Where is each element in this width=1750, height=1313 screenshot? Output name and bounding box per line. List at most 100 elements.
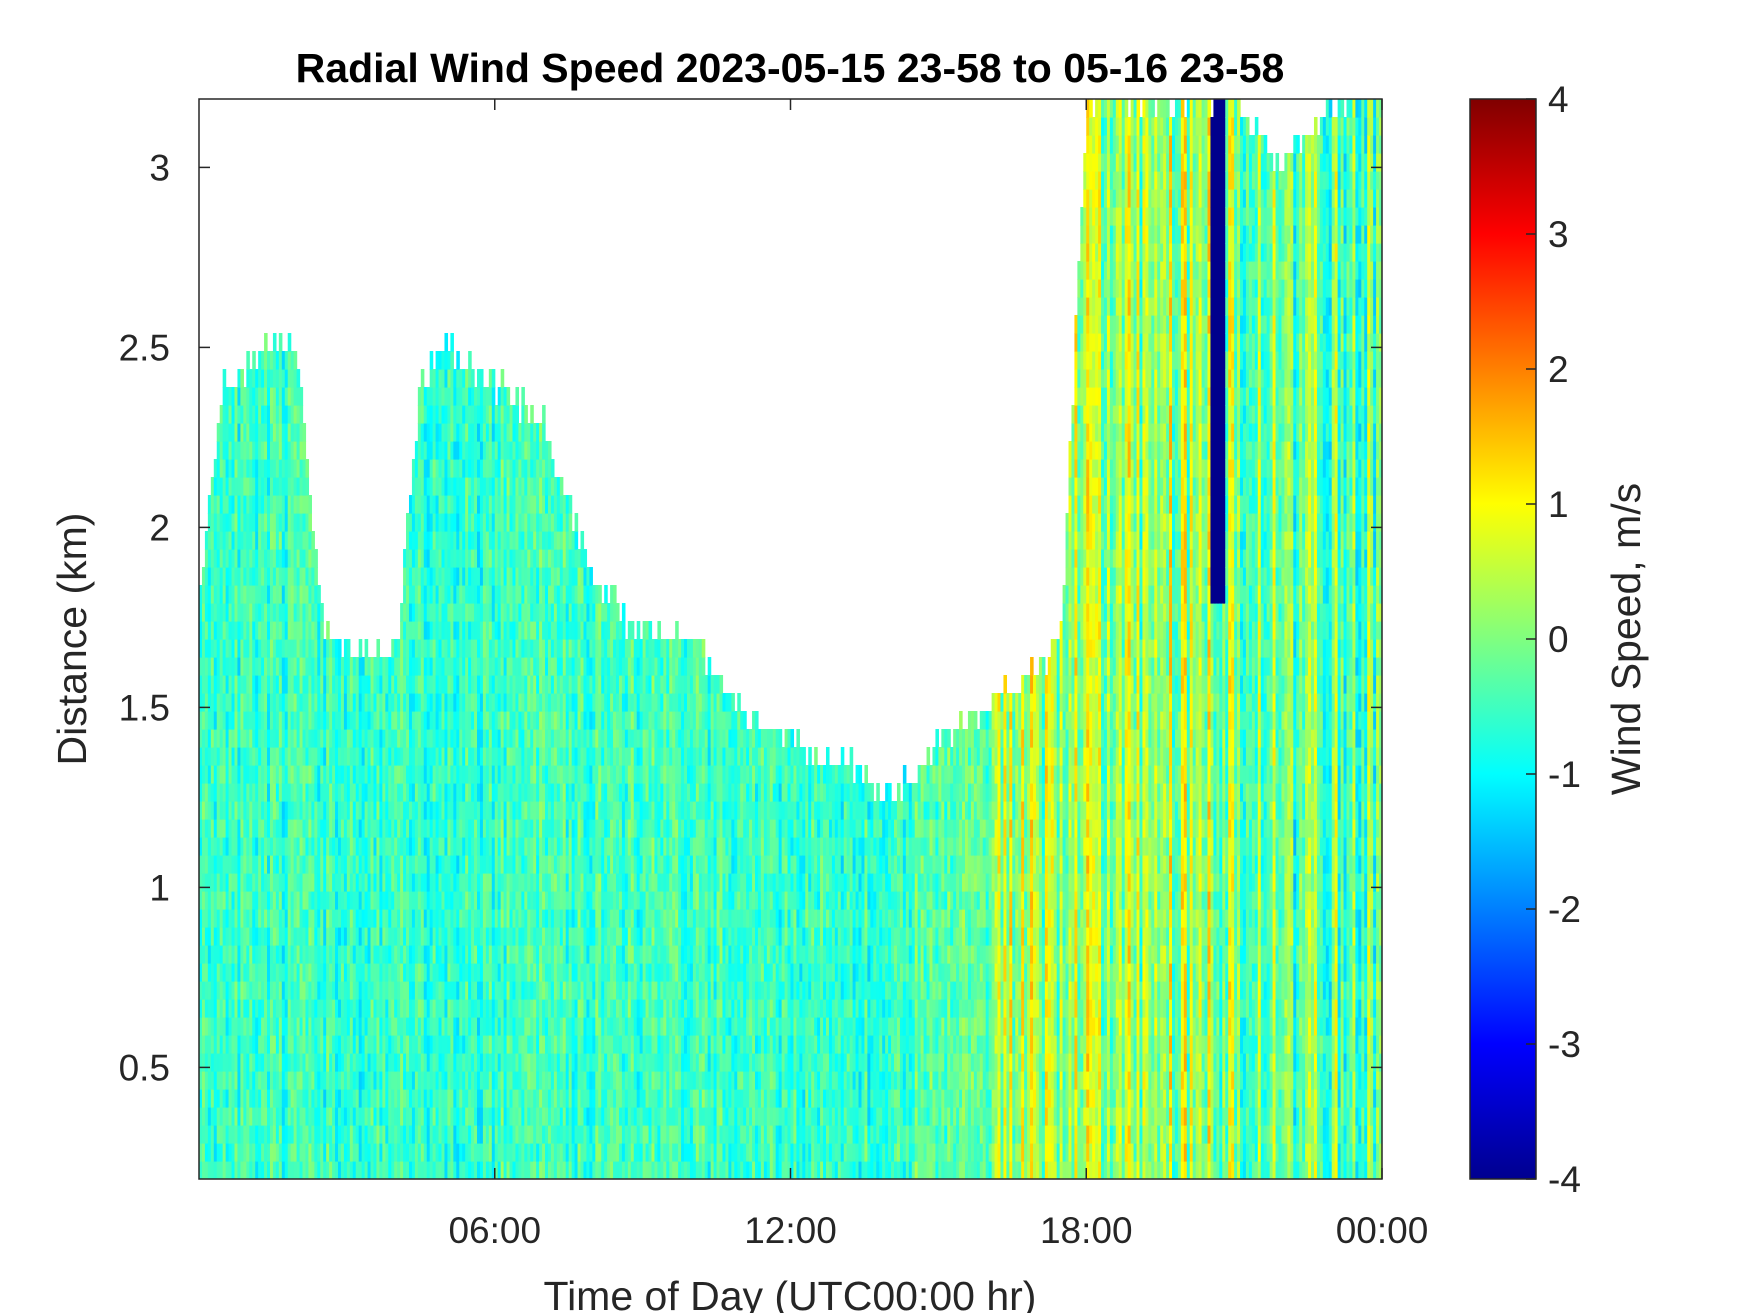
- heatmap-cell: [299, 693, 304, 712]
- heatmap-cell: [429, 657, 434, 676]
- heatmap-cell: [441, 783, 446, 802]
- heatmap-cell: [450, 495, 454, 514]
- heatmap-cell: [450, 1161, 454, 1179]
- heatmap-cell: [343, 801, 348, 820]
- heatmap-cell: [477, 639, 481, 658]
- heatmap-cell: [485, 711, 490, 730]
- heatmap-cell: [275, 693, 280, 712]
- heatmap-cell: [485, 585, 490, 604]
- heatmap-cell: [340, 873, 345, 892]
- heatmap-cell: [394, 1161, 398, 1179]
- heatmap-cell: [252, 1017, 256, 1036]
- heatmap-cell: [556, 585, 561, 604]
- heatmap-cell: [550, 693, 555, 712]
- heatmap-cell: [512, 927, 517, 946]
- heatmap-cell: [314, 945, 318, 964]
- heatmap-cell: [367, 981, 372, 1000]
- heatmap-cell: [417, 621, 422, 640]
- heatmap-cell: [462, 981, 466, 1000]
- heatmap-cell: [216, 765, 221, 784]
- heatmap-cell: [228, 981, 233, 1000]
- heatmap-cell: [385, 1071, 389, 1090]
- heatmap-cell: [296, 999, 301, 1018]
- heatmap-cell: [305, 495, 310, 514]
- heatmap-cell: [506, 1107, 511, 1126]
- heatmap-cell: [275, 963, 280, 982]
- heatmap-cell: [352, 945, 357, 964]
- heatmap-cell: [547, 963, 552, 982]
- heatmap-cell: [533, 1161, 537, 1179]
- heatmap-cell: [281, 1017, 286, 1036]
- heatmap-cell: [465, 945, 469, 964]
- heatmap-cell: [293, 693, 298, 712]
- heatmap-cell: [373, 1071, 378, 1090]
- heatmap-cell: [482, 873, 487, 892]
- heatmap-cell: [403, 657, 407, 676]
- heatmap-cell: [485, 837, 490, 856]
- heatmap-cell: [225, 963, 230, 982]
- heatmap-cell: [302, 873, 307, 892]
- heatmap-cell: [414, 549, 419, 568]
- heatmap-cell: [447, 1107, 451, 1126]
- heatmap-cell: [536, 1071, 540, 1090]
- heatmap-cell: [432, 1071, 437, 1090]
- heatmap-cell: [269, 1017, 274, 1036]
- heatmap-cell: [240, 765, 244, 784]
- heatmap-cell: [503, 477, 508, 496]
- heatmap-cell: [545, 765, 549, 784]
- heatmap-cell: [533, 675, 537, 694]
- heatmap-cell: [382, 1089, 386, 1108]
- heatmap-cell: [228, 387, 233, 406]
- heatmap-cell: [438, 639, 443, 658]
- heatmap-cell: [408, 495, 413, 514]
- heatmap-cell: [281, 351, 286, 370]
- heatmap-cell: [515, 999, 520, 1018]
- heatmap-cell: [367, 729, 372, 748]
- heatmap-cell: [509, 1143, 514, 1162]
- heatmap-cell: [302, 783, 307, 802]
- heatmap-cell: [547, 1053, 552, 1072]
- heatmap-cell: [379, 1125, 383, 1144]
- heatmap-cell: [293, 441, 298, 460]
- heatmap-cell: [429, 531, 434, 550]
- heatmap-cell: [444, 1053, 449, 1072]
- heatmap-cell: [491, 999, 496, 1018]
- heatmap-cell: [243, 1035, 247, 1054]
- heatmap-cell: [420, 675, 425, 694]
- heatmap-cell: [477, 675, 481, 694]
- heatmap-cell: [287, 549, 292, 568]
- heatmap-cell: [400, 1107, 404, 1126]
- heatmap-cell: [512, 855, 517, 874]
- heatmap-cell: [237, 441, 242, 460]
- heatmap-cell: [335, 711, 339, 730]
- heatmap-cell: [231, 981, 236, 1000]
- heatmap-cell: [459, 801, 463, 820]
- heatmap-cell: [491, 1089, 496, 1108]
- heatmap-cell: [219, 513, 224, 532]
- heatmap-cell: [494, 819, 499, 838]
- heatmap-cell: [462, 711, 466, 730]
- heatmap-cell: [261, 909, 265, 928]
- heatmap-cell: [477, 603, 481, 622]
- heatmap-cell: [275, 1125, 280, 1144]
- heatmap-cell: [491, 387, 496, 406]
- heatmap-cell: [269, 891, 274, 910]
- heatmap-cell: [323, 1053, 327, 1072]
- heatmap-cell: [240, 945, 244, 964]
- heatmap-cell: [518, 837, 522, 856]
- heatmap-cell: [222, 531, 227, 550]
- heatmap-cell: [497, 621, 502, 640]
- heatmap-cell: [468, 495, 472, 514]
- heatmap-cell: [305, 927, 310, 946]
- heatmap-cell: [326, 711, 330, 730]
- heatmap-cell: [290, 1161, 295, 1179]
- heatmap-cell: [275, 729, 280, 748]
- heatmap-cell: [287, 1053, 292, 1072]
- heatmap-cell: [459, 585, 463, 604]
- heatmap-cell: [311, 657, 315, 676]
- heatmap-cell: [429, 603, 434, 622]
- heatmap-cell: [234, 657, 239, 676]
- heatmap-cell: [518, 549, 522, 568]
- heatmap-cell: [234, 765, 239, 784]
- heatmap-cell: [518, 675, 522, 694]
